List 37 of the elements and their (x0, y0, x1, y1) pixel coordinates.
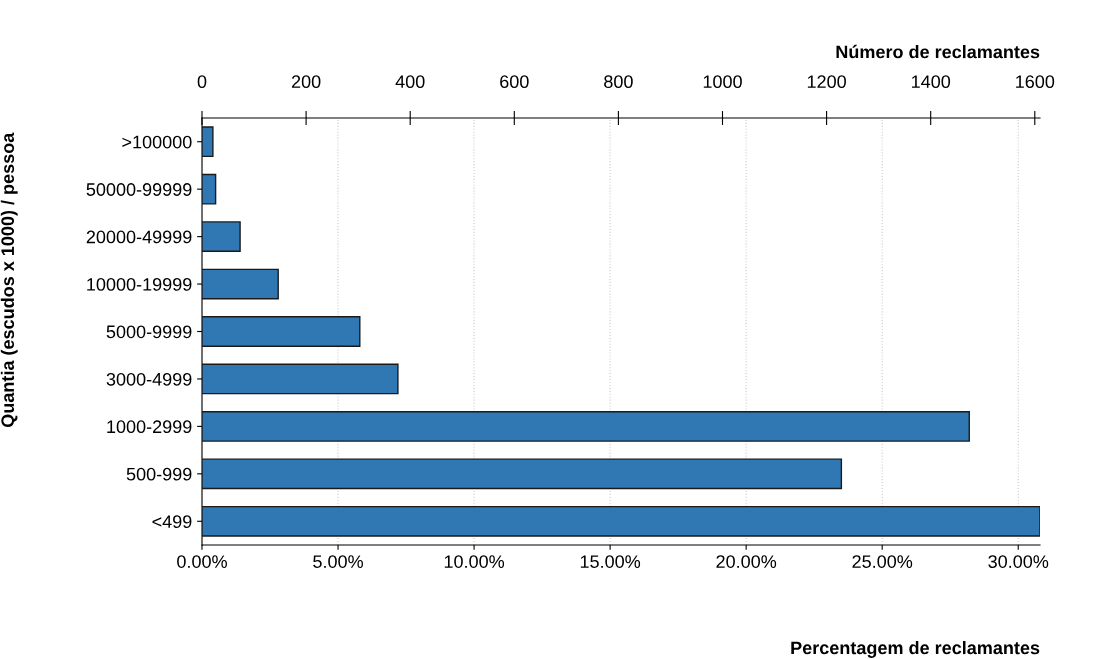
bar (202, 221, 241, 253)
x2-tick-label: 1400 (911, 75, 951, 89)
y-tick-label: 3000-4999 (106, 372, 192, 386)
bar (202, 268, 279, 300)
y-tick-label: >100000 (122, 135, 192, 149)
x2-tick-label: 1600 (1016, 75, 1055, 89)
x2-tick-label: 800 (604, 75, 633, 89)
y-tick-label: 50000-99999 (86, 183, 192, 196)
bar (202, 410, 970, 442)
bar (202, 363, 399, 395)
bar (202, 126, 214, 158)
bar (202, 505, 1040, 537)
x-tick-label: 30.00% (988, 555, 1049, 568)
bar (202, 316, 361, 347)
x2-tick-label: 400 (395, 75, 425, 89)
x2-tick-label: 200 (291, 75, 321, 89)
x-tick-label: 15.00% (580, 555, 641, 568)
x-tick-label: 5.00% (313, 555, 363, 568)
x2-tick-label: 1200 (807, 75, 846, 89)
x2-tick-label: 1000 (703, 75, 742, 89)
x2-tick-label: 600 (500, 75, 529, 89)
y-tick-label: 1000-2999 (107, 420, 192, 434)
y-tick-label: 500-999 (126, 467, 192, 481)
y-tick-label: <499 (152, 515, 192, 528)
y-axis-title: Quantia (escudos x 1000) / pessoa (0, 132, 18, 428)
y-tick-label: 10000-19999 (87, 277, 192, 291)
y-tick-label: 5000-9999 (106, 325, 192, 339)
y-tick-label: 20000-49999 (86, 230, 192, 244)
bar (202, 458, 843, 490)
x-tick-label: 25.00% (852, 555, 913, 568)
x-tick-label: 10.00% (444, 555, 505, 568)
x2-axis-title: Número de reclamantes (836, 44, 1040, 59)
bar (202, 173, 217, 205)
x-axis-title: Percentagem de reclamantes (791, 641, 1040, 658)
x-tick-label: 20.00% (716, 555, 777, 568)
x-tick-label: 0.00% (177, 555, 227, 568)
x2-tick-label: 0 (197, 75, 207, 89)
